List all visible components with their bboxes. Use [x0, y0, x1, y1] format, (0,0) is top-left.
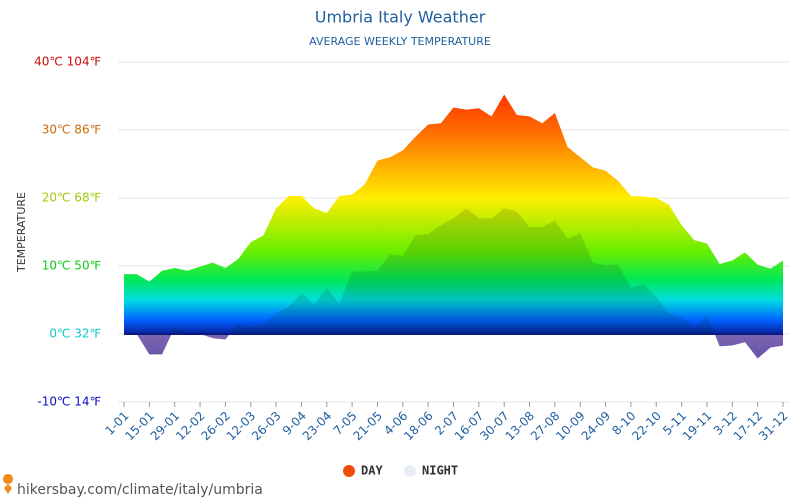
- legend: DAY NIGHT: [343, 464, 458, 478]
- legend-marker: [404, 465, 416, 477]
- x-tick-label: 23-04: [300, 409, 335, 444]
- chart-title: Umbria Italy Weather: [315, 8, 486, 27]
- y-axis-title: TEMPERATURE: [15, 192, 28, 273]
- legend-label: DAY: [361, 464, 383, 478]
- legend-marker: [343, 465, 355, 477]
- y-tick-label: 30℃ 86℉: [42, 123, 101, 137]
- legend-label: NIGHT: [422, 464, 458, 478]
- y-tick-label: 20℃ 68℉: [42, 191, 101, 205]
- x-tick-label: 22-10: [629, 409, 664, 444]
- x-axis: 1-0115-0129-0112-0226-0212-0326-039-0423…: [102, 402, 791, 444]
- y-tick-label: -10℃ 14℉: [37, 395, 101, 409]
- x-tick-label: 31-12: [756, 409, 791, 444]
- x-tick-label: 24-09: [579, 409, 614, 444]
- night-shade: [124, 208, 783, 359]
- x-tick-label: 19-11: [680, 409, 715, 444]
- y-tick-label: 40℃ 104℉: [34, 55, 101, 69]
- source-link: hikersbay.com/climate/italy/umbria: [17, 482, 263, 498]
- y-tick-label: 10℃ 50℉: [42, 259, 101, 273]
- x-tick-label: 18-06: [401, 409, 436, 444]
- x-tick-label: 26-03: [249, 409, 284, 444]
- location-icon: [3, 474, 14, 494]
- x-tick-label: 21-05: [350, 409, 385, 444]
- plot-area: [124, 94, 783, 359]
- y-tick-label: 0℃ 32℉: [49, 327, 101, 341]
- area-1: [124, 208, 783, 359]
- chart-subtitle: AVERAGE WEEKLY TEMPERATURE: [309, 35, 491, 48]
